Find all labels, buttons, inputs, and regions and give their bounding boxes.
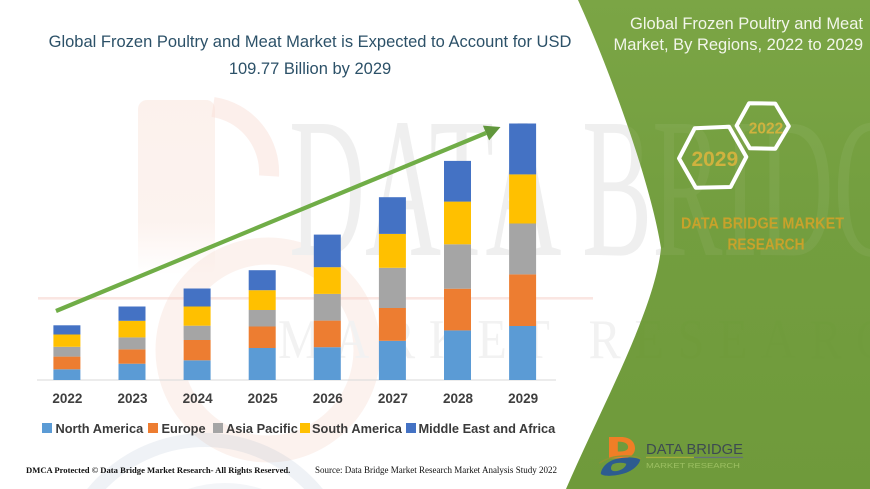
svg-text:2022: 2022 xyxy=(749,121,783,138)
svg-text:MARKET RESEARCH: MARKET RESEARCH xyxy=(646,461,740,470)
svg-text:DATA BRIDGE: DATA BRIDGE xyxy=(646,442,743,458)
svg-text:2029: 2029 xyxy=(691,148,738,171)
svg-text:DATA BRIDGE MARKET: DATA BRIDGE MARKET xyxy=(681,216,844,233)
svg-text:RESEARCH: RESEARCH xyxy=(728,237,805,254)
